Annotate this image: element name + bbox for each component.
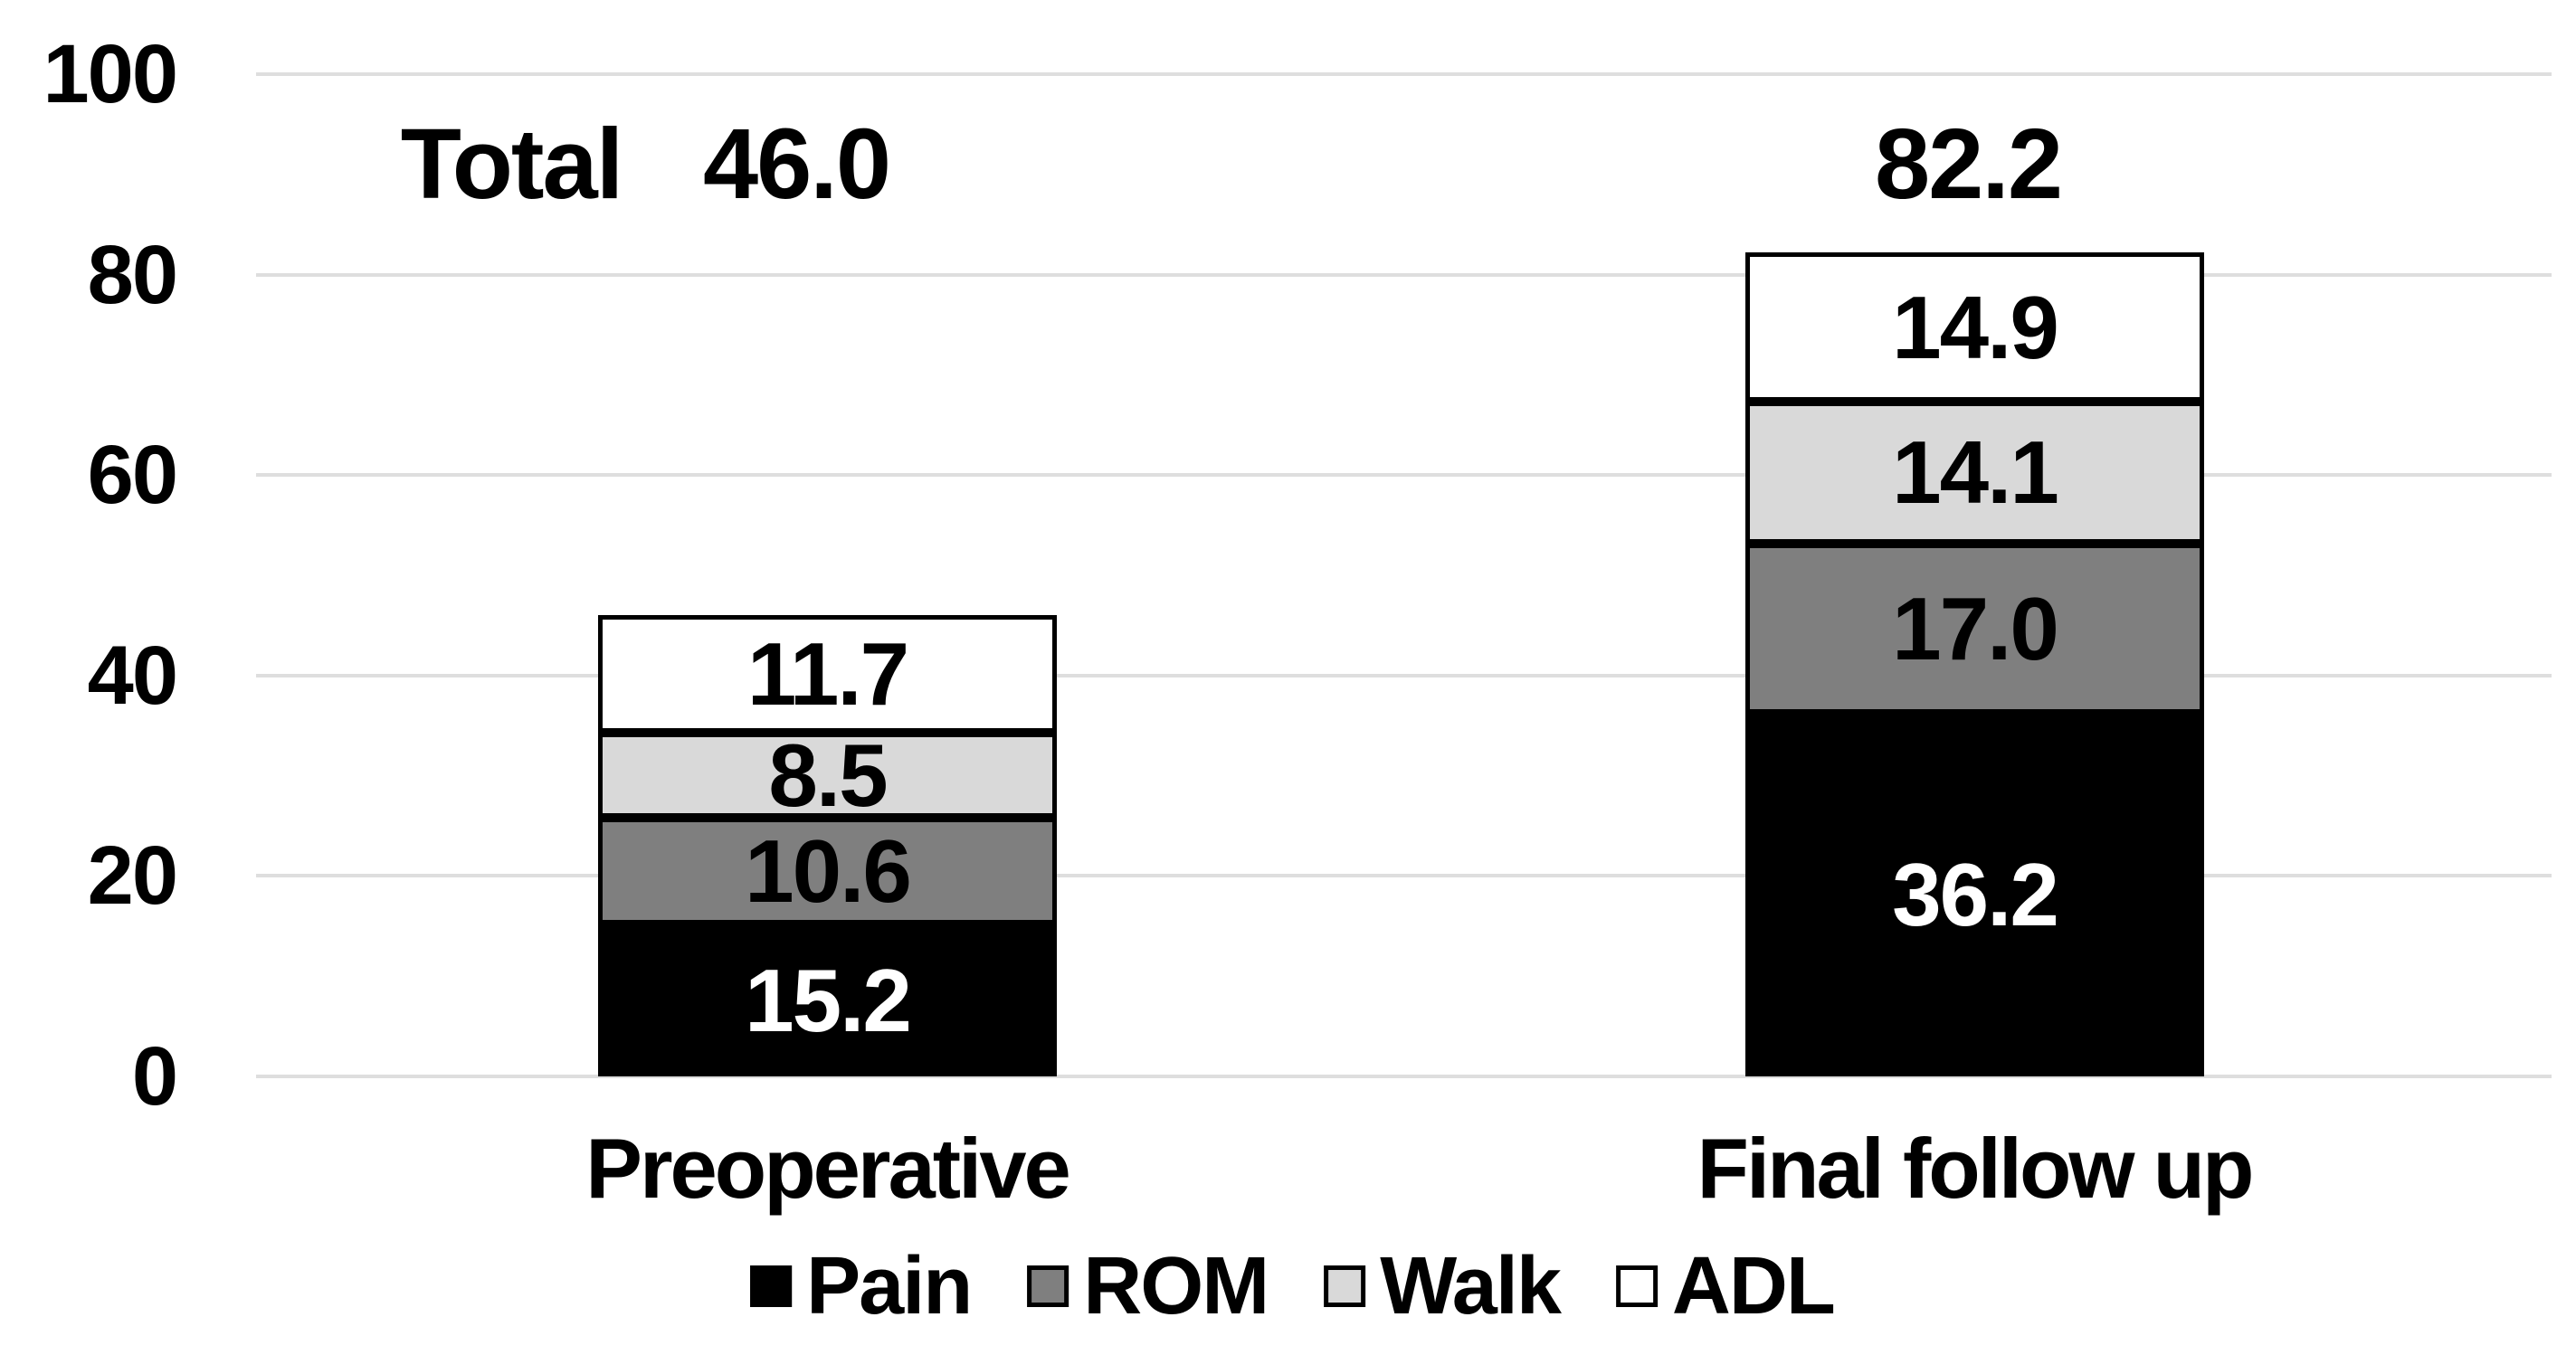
gridline-20: [256, 874, 2552, 878]
segment-value-label: 10.6: [745, 820, 912, 921]
bar-segment-rom: 10.6: [598, 818, 1057, 924]
bar-segment-pain: 15.2: [598, 924, 1057, 1076]
segment-value-label: 36.2: [1892, 845, 2059, 945]
total-value-preoperative: 46.0: [702, 109, 891, 220]
segment-value-label: 14.1: [1892, 422, 2059, 523]
chart-legend: Pain ROM Walk ADL: [750, 1241, 1836, 1331]
bar-segment-walk: 14.1: [1745, 402, 2204, 544]
segment-value-label: 17.0: [1892, 578, 2059, 678]
segment-value-label: 15.2: [745, 950, 912, 1050]
bar-segment-walk: 8.5: [598, 725, 1057, 826]
gridline-40: [256, 673, 2552, 678]
legend-swatch-icon: [750, 1265, 793, 1307]
gridline-0: [256, 1075, 2552, 1078]
segment-value-label: 8.5: [768, 725, 888, 826]
gridline-80: [256, 272, 2552, 277]
segment-value-label: 11.7: [746, 624, 909, 725]
legend-item-walk: Walk: [1324, 1241, 1562, 1331]
bar-segment-adl: 14.9: [1745, 252, 2204, 403]
total-value-final-follow-up: 82.2: [1874, 109, 2063, 220]
legend-item-rom: ROM: [1027, 1241, 1269, 1331]
total-label: Total: [400, 109, 624, 220]
y-axis-tick-label-80: 80: [87, 228, 178, 321]
legend-item-adl: ADL: [1615, 1241, 1836, 1331]
legend-label: ROM: [1083, 1241, 1269, 1331]
y-axis-tick-label-60: 60: [87, 429, 178, 522]
bar-segment-rom: 17.0: [1745, 543, 2204, 714]
gridline-60: [256, 473, 2552, 478]
legend-swatch-icon: [1615, 1265, 1658, 1307]
y-axis-tick-label-0: 0: [131, 1030, 178, 1123]
legend-label: Pain: [806, 1241, 973, 1331]
segment-value-label: 14.9: [1892, 277, 2059, 377]
x-axis-label-preoperative: Preoperative: [585, 1121, 1071, 1216]
gridline-100: [256, 72, 2552, 76]
legend-label: Walk: [1380, 1241, 1562, 1331]
legend-item-pain: Pain: [750, 1241, 973, 1331]
legend-swatch-icon: [1027, 1265, 1069, 1307]
y-axis-tick-label-20: 20: [87, 829, 178, 923]
legend-swatch-icon: [1324, 1265, 1366, 1307]
legend-label: ADL: [1671, 1241, 1836, 1331]
bar-segment-adl: 11.7: [598, 615, 1057, 733]
y-axis-tick-label-100: 100: [43, 28, 179, 120]
y-axis-tick-label-40: 40: [87, 629, 178, 722]
bar-segment-pain: 36.2: [1745, 713, 2204, 1076]
x-axis-label-final-follow-up: Final follow up: [1697, 1121, 2255, 1216]
